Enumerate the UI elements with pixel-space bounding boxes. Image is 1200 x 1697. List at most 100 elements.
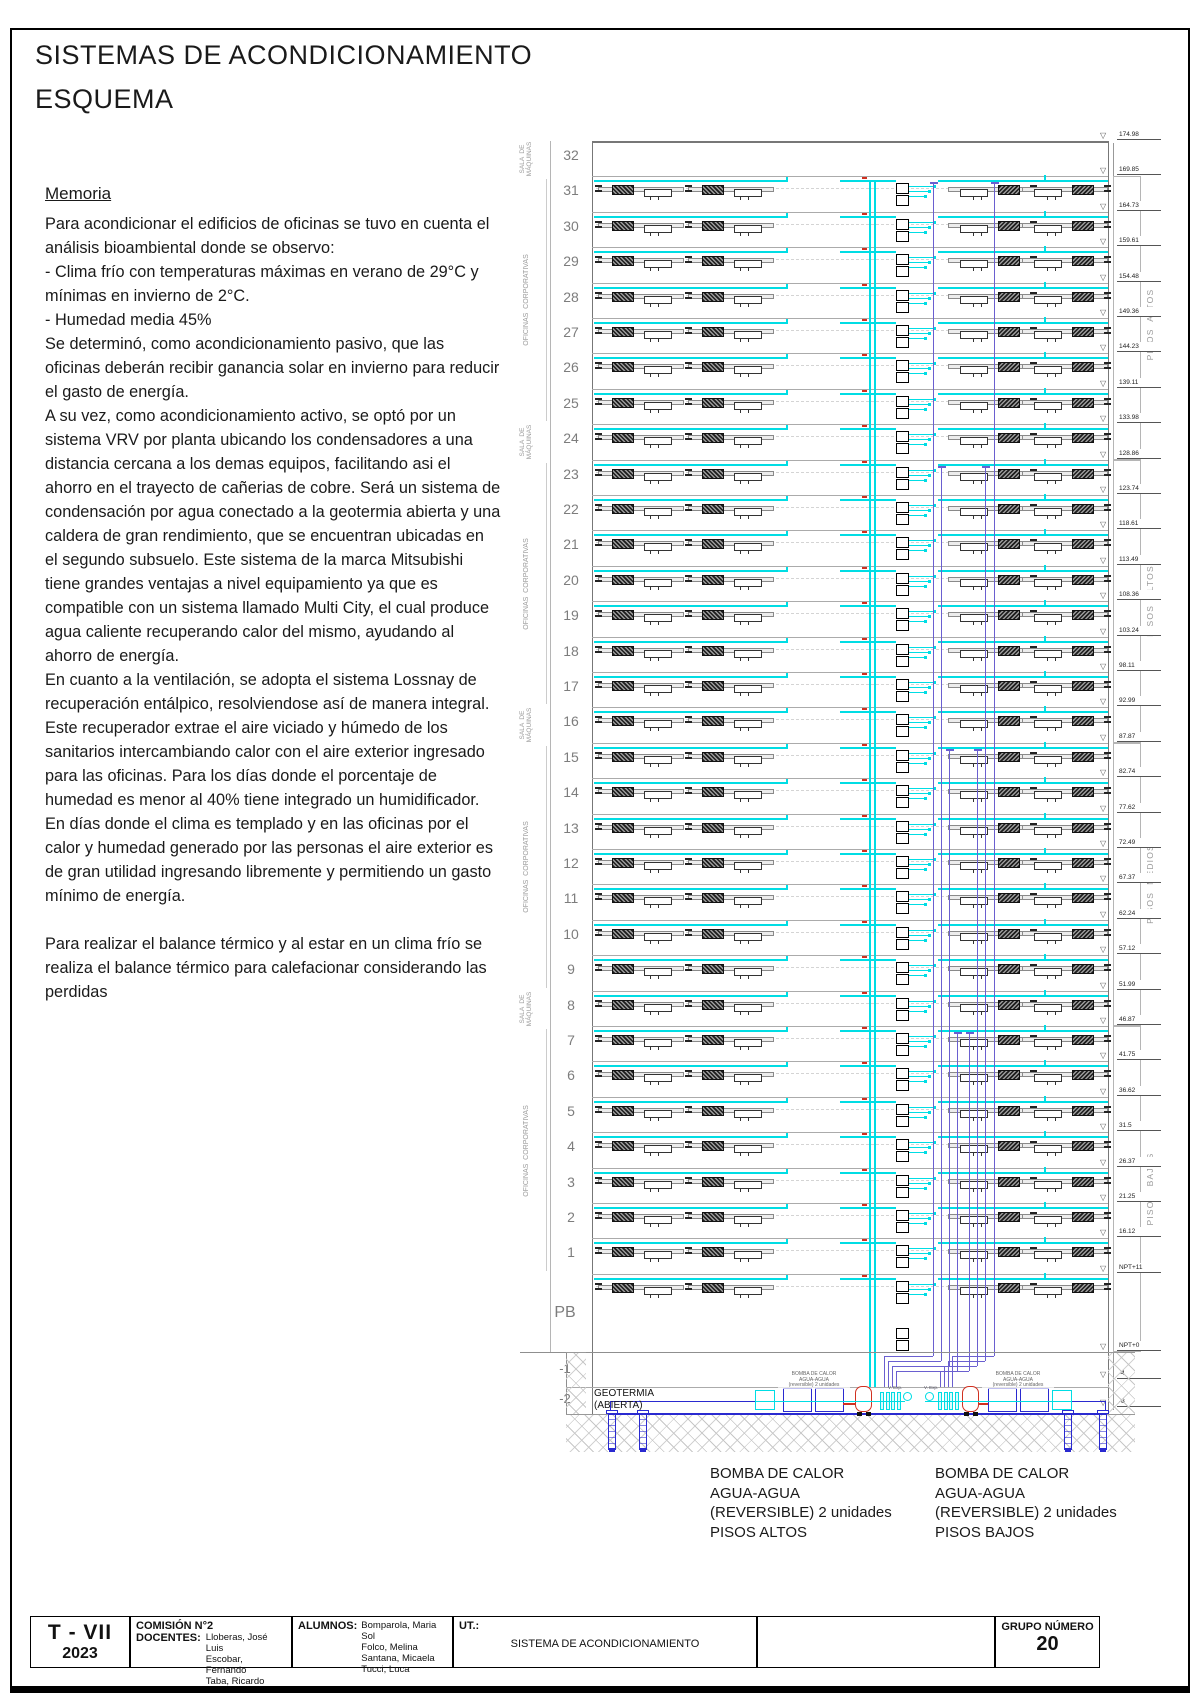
- duct-body: [598, 541, 684, 547]
- unit-support: [748, 763, 749, 767]
- geothermal-well: [608, 1414, 616, 1450]
- duct-arrow: [685, 1212, 692, 1214]
- unit-casing: [1034, 1039, 1062, 1047]
- unit-casing: [1034, 1180, 1062, 1189]
- duct-arrow: [595, 1287, 602, 1290]
- elevation-label: 159.61: [1117, 236, 1161, 247]
- pipe-line: [909, 302, 924, 304]
- pipe-line: [592, 141, 594, 1415]
- ceiling-dashed-line: [596, 1038, 1104, 1039]
- pipe-line: [786, 602, 788, 608]
- unit-support: [740, 1117, 741, 1121]
- memoria-paragraph: En cuanto a la ventilación, se adopta el…: [45, 671, 493, 905]
- unit-support: [981, 905, 982, 909]
- pipe-line: [909, 257, 933, 259]
- branch-node: [924, 372, 927, 376]
- duct-arrow: [595, 610, 602, 613]
- riser-shaft-box: [896, 372, 909, 384]
- pipe-line: [1044, 246, 1046, 252]
- unit-support: [740, 480, 741, 484]
- pipe-line: [952, 1356, 994, 1358]
- duct-arrow: [1104, 1181, 1111, 1184]
- fan-coil-unit: [685, 323, 774, 342]
- fan-coil-unit: [1022, 783, 1111, 803]
- riser-shaft-box: [896, 997, 909, 1009]
- unit-coil-hatch: [998, 468, 1020, 479]
- unit-support: [650, 339, 651, 342]
- pipe-line: [610, 1401, 755, 1402]
- zone-label-sala-de-maquinas: SALA DE MÁQUINAS: [519, 708, 533, 743]
- duct-arrow: [1104, 473, 1111, 476]
- unit-casing: [1034, 331, 1062, 339]
- pipe-line: [909, 1218, 928, 1219]
- branch-node: [933, 928, 936, 932]
- unit-support: [748, 303, 749, 307]
- unit-coil-hatch: [1072, 1247, 1094, 1258]
- duct-arrow: [595, 1004, 602, 1007]
- unit-casing: [960, 1216, 988, 1224]
- unit-coil-hatch: [702, 1176, 724, 1187]
- unit-support: [973, 763, 974, 767]
- duct-arrow: [595, 1070, 602, 1073]
- unit-support: [650, 622, 651, 626]
- pipe-line: [909, 575, 933, 577]
- fan-coil-unit: [685, 819, 774, 838]
- unit-support: [650, 693, 651, 696]
- branch-node: [928, 1181, 931, 1185]
- unit-support: [748, 516, 749, 519]
- pipe-line: [594, 251, 786, 254]
- duct-arrow: [595, 863, 602, 865]
- unit-support: [650, 1082, 651, 1086]
- duct-body: [598, 718, 684, 724]
- duct-arrow: [1104, 1070, 1111, 1073]
- pipe-line: [592, 388, 1108, 390]
- pipe-line: [840, 1100, 896, 1103]
- riser-shaft-box: [896, 572, 909, 584]
- unit-casing: [644, 862, 672, 870]
- duct-arrow: [595, 1141, 602, 1144]
- well-foot: [609, 1448, 615, 1452]
- pipe-line: [977, 748, 979, 1366]
- pipe-line: [786, 531, 788, 537]
- duct-arrow: [595, 721, 602, 724]
- pipe-line: [1044, 1202, 1046, 1207]
- unit-casing: [960, 224, 988, 233]
- pipe-line: [909, 1106, 933, 1108]
- unit-support: [1047, 409, 1048, 413]
- unit-support: [1047, 763, 1048, 767]
- branch-node: [933, 1247, 936, 1251]
- unit-support: [650, 905, 651, 909]
- unit-support: [740, 799, 741, 803]
- unit-support: [748, 1153, 749, 1157]
- duct-body: [598, 753, 684, 759]
- fan-coil-unit: [595, 1066, 684, 1086]
- pipe-line: [594, 1277, 786, 1280]
- unit-support: [981, 268, 982, 272]
- unit-casing: [1034, 826, 1062, 835]
- pipe-line: [1105, 1401, 1106, 1413]
- unit-casing: [644, 755, 672, 764]
- pipe-line: [938, 1100, 1108, 1103]
- pipe-line: [938, 923, 1108, 926]
- unit-coil-hatch: [702, 1105, 724, 1116]
- unit-support: [748, 799, 749, 803]
- unit-support: [748, 728, 749, 732]
- earth-hatch: [566, 1352, 586, 1415]
- duct-body: [598, 470, 684, 476]
- unit-coil-hatch: [612, 1247, 634, 1258]
- riser-shaft-box: [896, 785, 909, 797]
- pipe-line: [909, 403, 928, 405]
- duct-arrow: [1104, 225, 1111, 228]
- duct-body: [598, 1143, 684, 1149]
- pipe-line: [786, 1133, 788, 1139]
- duct-arrow: [685, 473, 692, 476]
- fan-coil-unit: [685, 1102, 774, 1121]
- unit-support: [973, 693, 974, 696]
- unit-coil-hatch: [1072, 1035, 1094, 1045]
- unit-support: [1055, 728, 1056, 732]
- ut-value: SISTEMA DE ACONDICIONAMIENTO: [510, 1638, 700, 1650]
- branch-node: [928, 544, 931, 548]
- docentes-label: DOCENTES:: [136, 1632, 201, 1644]
- unit-support: [981, 834, 982, 838]
- pipe-line: [909, 621, 924, 623]
